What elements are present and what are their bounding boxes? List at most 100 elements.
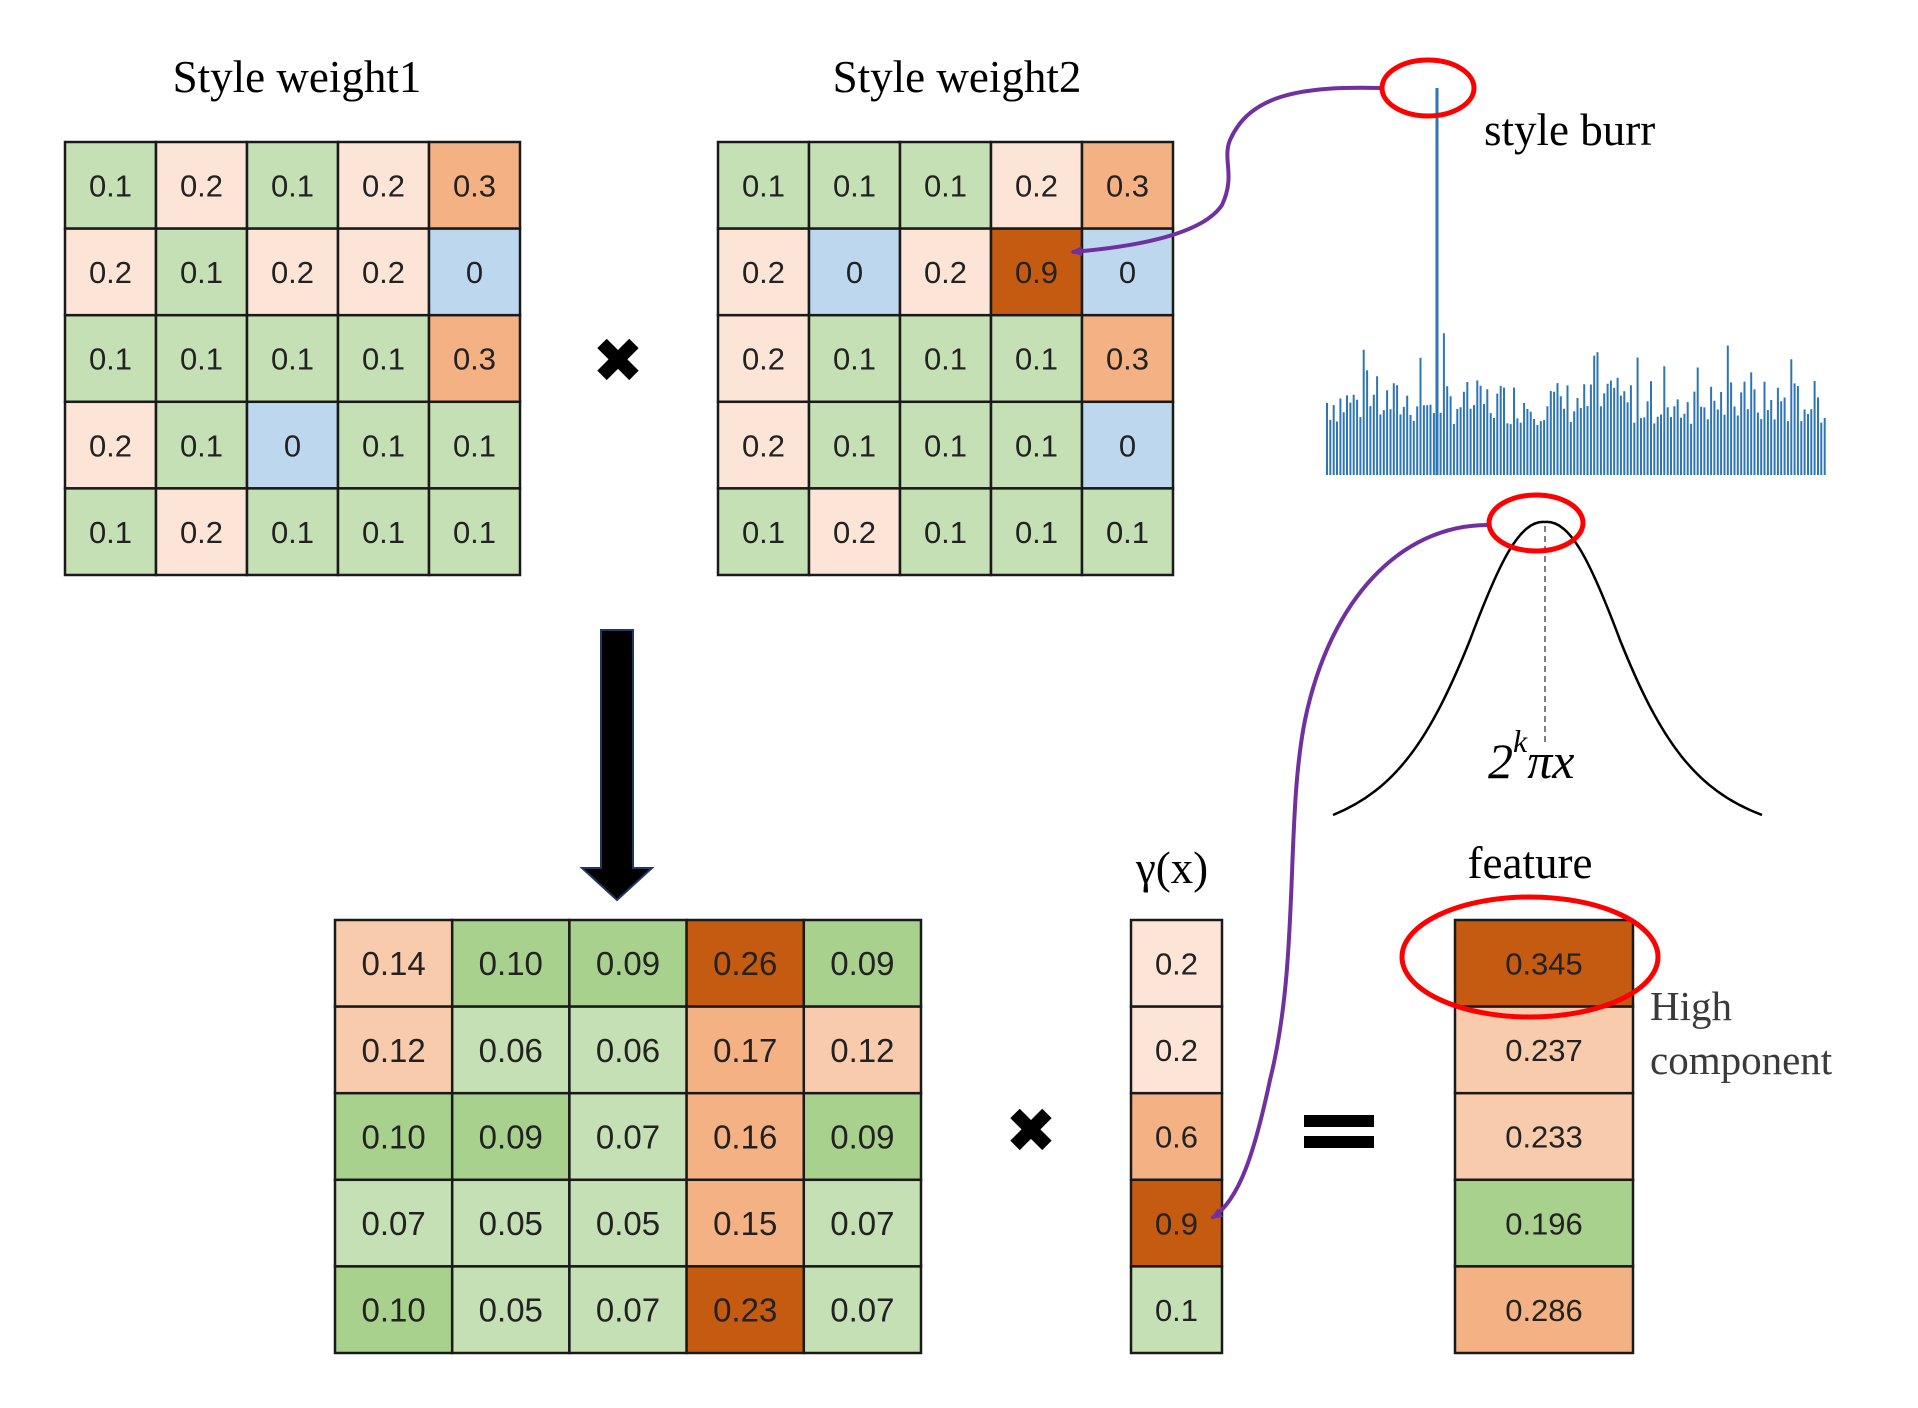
weight1-cell-value: 0 — [284, 428, 301, 463]
weight1-cell: 0.1 — [427, 400, 522, 490]
formula-base: 2 — [1488, 733, 1513, 789]
weight1-cell-value: 0.1 — [89, 342, 132, 377]
feature-cell: 0.286 — [1453, 1265, 1635, 1355]
weight2-cell-value: 0.1 — [924, 428, 967, 463]
formula-exponent: k — [1513, 723, 1528, 759]
product-cell-value: 0.09 — [830, 1118, 894, 1155]
weight2-cell: 0.1 — [898, 140, 993, 230]
product-cell: 0.14 — [333, 918, 454, 1008]
product-cell: 0.05 — [450, 1265, 571, 1355]
gamma-vector: 0.2 0.2 0.6 0.9 0.1 — [1129, 918, 1224, 1355]
weight2-cell-value: 0.2 — [924, 255, 967, 290]
weight2-cell: 0.3 — [1080, 140, 1175, 230]
weight2-cell: 0.2 — [716, 313, 811, 404]
gamma-cell: 0.2 — [1129, 918, 1224, 1008]
product-cell-value: 0.09 — [596, 945, 660, 982]
weight1-cell: 0.1 — [63, 140, 158, 230]
gamma-cell-value: 0.9 — [1155, 1206, 1198, 1241]
product-cell: 0.05 — [450, 1178, 571, 1268]
gamma-cell: 0.6 — [1129, 1091, 1224, 1182]
weight2-cell-value: 0.1 — [924, 342, 967, 377]
weight1-cell: 0.1 — [154, 227, 249, 317]
weight1-cell-value: 0.1 — [271, 342, 314, 377]
product-cell: 0.09 — [802, 1091, 923, 1182]
weight1-cell: 0.3 — [427, 313, 522, 404]
product-cell-value: 0.06 — [479, 1032, 543, 1069]
product-cell: 0.26 — [685, 918, 806, 1008]
product-cell: 0.10 — [333, 1265, 454, 1355]
weight1-cell: 0.1 — [154, 313, 249, 404]
weight2-cell: 0.1 — [807, 400, 902, 490]
formula-rest: πx — [1527, 733, 1574, 789]
weight1-cell-value: 0.2 — [362, 255, 405, 290]
product-cell-value: 0.15 — [713, 1205, 777, 1242]
weight2-cell: 0 — [1080, 227, 1175, 317]
weight2-cell: 0.2 — [716, 400, 811, 490]
product-cell: 0.05 — [568, 1178, 688, 1268]
weight1-cell: 0 — [245, 400, 340, 490]
weight2-cell-value: 0.1 — [1015, 428, 1058, 463]
weight1-cell-value: 0.1 — [180, 342, 223, 377]
equals-operator — [1304, 1115, 1374, 1148]
product-cell-value: 0.07 — [596, 1118, 660, 1155]
high-label: High — [1650, 983, 1732, 1029]
weight2-cell: 0.1 — [898, 313, 993, 404]
weight1-cell: 0.1 — [63, 313, 158, 404]
weight2-cell-value: 0.9 — [1015, 255, 1058, 290]
weight2-cell-value: 0.1 — [1015, 342, 1058, 377]
feature-cell: 0.233 — [1453, 1091, 1635, 1182]
weight2-cell-value: 0.1 — [742, 168, 785, 203]
weight1-cell-value: 0.1 — [180, 428, 223, 463]
product-cell: 0.06 — [450, 1005, 571, 1095]
weight2-cell-value: 0.1 — [1015, 515, 1058, 550]
frequency-formula: 2kπx — [1488, 723, 1574, 789]
weight1-cell: 0.1 — [336, 487, 431, 577]
weight1-cell-value: 0.1 — [271, 515, 314, 550]
gamma-label: γ(x) — [1135, 843, 1208, 893]
product-cell-value: 0.12 — [361, 1032, 425, 1069]
product-cell-value: 0.05 — [596, 1205, 660, 1242]
weight2-cell-value: 0.1 — [924, 168, 967, 203]
feature-high-highlight — [1399, 894, 1661, 1020]
weight1-cell: 0.2 — [154, 487, 249, 577]
weight1-cell-value: 0.1 — [362, 428, 405, 463]
product-cell-value: 0.09 — [830, 945, 894, 982]
product-cell-value: 0.10 — [361, 1118, 425, 1155]
component-label: component — [1650, 1037, 1833, 1083]
feature-cell-value: 0.233 — [1505, 1120, 1583, 1155]
product-cell: 0.09 — [450, 1091, 571, 1182]
weight1-cell-value: 0.1 — [89, 515, 132, 550]
weight1-cell-value: 0.2 — [362, 168, 405, 203]
weight2-cell: 0.2 — [898, 227, 993, 317]
product-cell: 0.17 — [685, 1005, 806, 1095]
weight2-cell-value: 0.1 — [833, 342, 876, 377]
weight1-cell: 0.1 — [245, 487, 340, 577]
feature-cell-value: 0.196 — [1505, 1206, 1583, 1241]
feature-vector: 0.345 0.237 0.233 0.196 0.286 — [1453, 918, 1635, 1355]
product-cell: 0.10 — [333, 1091, 454, 1182]
product-cell: 0.23 — [685, 1265, 806, 1355]
weight1-cell: 0.1 — [63, 487, 158, 577]
curve-peak-highlight — [1486, 492, 1586, 554]
feature-cell: 0.196 — [1453, 1178, 1635, 1268]
product-cell: 0.07 — [802, 1178, 923, 1268]
feature-label: feature — [1468, 838, 1593, 888]
product-cell-value: 0.07 — [830, 1205, 894, 1242]
product-cell-value: 0.10 — [361, 1292, 425, 1329]
weight2-cell-value: 0.1 — [1106, 515, 1149, 550]
weight1-cell-value: 0.2 — [180, 515, 223, 550]
gamma-cell-value: 0.2 — [1155, 1033, 1198, 1068]
weight1-cell-value: 0.2 — [89, 255, 132, 290]
weight1-cell: 0.2 — [63, 400, 158, 490]
title-style-weight2: Style weight2 — [833, 52, 1082, 102]
product-cell: 0.09 — [802, 918, 923, 1008]
weight2-cell-value: 0.2 — [742, 342, 785, 377]
weight1-cell-value: 0.2 — [271, 255, 314, 290]
product-cell-value: 0.09 — [479, 1118, 543, 1155]
weight2-cell: 0 — [1080, 400, 1175, 490]
weight1-cell-value: 0.1 — [362, 515, 405, 550]
weight1-cell-value: 0.1 — [453, 515, 496, 550]
feature-cell: 0.345 — [1453, 918, 1635, 1008]
weight1-cell: 0.2 — [336, 227, 431, 317]
product-cell-value: 0.05 — [479, 1292, 543, 1329]
